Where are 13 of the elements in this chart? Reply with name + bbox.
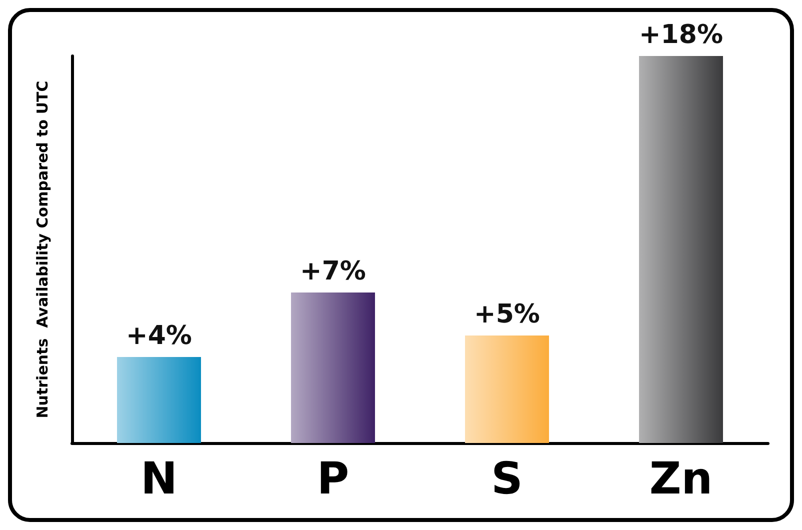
x-tick-label: P [316,454,350,504]
data-label: +7% [300,256,366,286]
data-label: +5% [474,300,540,330]
y-axis-title: Nutrients Availability Compared to UTC [34,80,52,418]
data-label: +18% [638,20,724,50]
bar [117,357,201,443]
bar [465,336,549,443]
bar [639,56,723,443]
x-tick-label: S [491,454,523,504]
bar [291,292,375,443]
x-tick-label: Zn [649,454,713,504]
data-label: +4% [126,321,192,351]
x-tick-label: N [140,454,178,504]
